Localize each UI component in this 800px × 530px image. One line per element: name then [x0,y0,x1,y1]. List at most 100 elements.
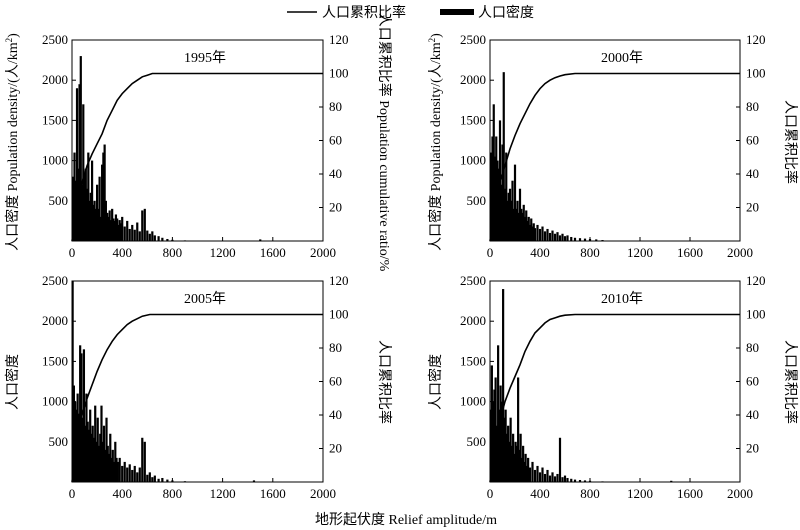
density-bar [583,480,587,482]
density-bar [492,104,495,241]
density-bar [90,160,94,241]
density-bar [516,200,519,241]
density-bar [556,232,559,241]
density-bar [136,222,139,241]
density-bar [146,230,149,241]
density-bar [105,417,108,482]
density-bar [548,232,552,241]
density-bar [495,425,498,482]
y-right-tick-label: 100 [746,307,766,322]
density-bar [505,433,508,482]
x-tick-label: 800 [163,486,183,501]
chart-panel: 2010年 0 400 800 1200 1600 2000 500 1000 1500 2000 2… [460,273,766,501]
density-bar [520,457,523,482]
density-bar [494,377,497,482]
density-bar [566,477,569,482]
density-bar [146,474,149,482]
density-bar [570,478,573,482]
density-bar [153,235,156,241]
x-tick-label: 800 [163,245,183,260]
y-left-tick-label: 1000 [42,153,68,168]
density-bar [528,224,532,241]
density-bar [75,88,79,242]
density-bar [518,188,522,241]
cumulative-line [489,313,740,483]
density-bar [512,208,515,241]
density-bar [118,457,121,482]
density-bar [558,235,562,241]
density-bar [133,229,136,241]
density-bar [85,393,88,482]
y-right-tick-label: 120 [329,273,349,288]
y-right-axis-title-top: 人口累积比率 Population cumulative ratio/% [376,13,393,272]
density-bar [102,152,105,241]
plot-frame [489,39,741,242]
y-right-tick-label: 40 [746,407,759,422]
y-left-axis-title-top: 人口密度 Population density/(人/km2) [4,33,21,251]
y-left-tick-label: 1000 [460,153,486,168]
x-tick-label: 400 [530,245,550,260]
density-bar [563,236,567,241]
density-bar [546,228,549,241]
x-tick-label: 1600 [677,486,703,501]
density-bar [89,409,92,482]
density-bar [77,413,81,482]
density-bar [551,230,554,241]
density-bar [521,212,524,241]
y-left-tick-label: 2500 [42,32,68,47]
density-bar [82,349,86,482]
density-bar [143,208,146,241]
legend-bar-label: 人口密度 [478,4,534,21]
x-axis-title: 地形起伏度 Relief amplitude/m [315,512,497,528]
density-bar [112,218,115,241]
density-bar [497,345,500,482]
density-bar [90,433,93,482]
y-right-tick-label: 120 [329,32,349,47]
density-bar [515,208,518,241]
density-bar [97,208,100,241]
density-bar [161,477,164,482]
density-bar [126,467,129,482]
density-bar [522,445,525,482]
plot-frame [489,280,741,483]
density-bar [512,433,515,482]
density-bar [82,104,85,241]
panel-title: 2005年 [184,291,226,307]
density-bar [558,437,562,482]
y-left-tick-label: 500 [49,193,69,208]
density-bar [93,200,96,241]
y-right-tick-label: 60 [329,374,342,389]
density-bar [72,385,75,482]
x-tick-label: 1600 [677,245,703,260]
density-bar [84,425,87,482]
y-left-tick-label: 1500 [42,112,68,127]
density-bar [131,224,134,241]
density-bar [143,441,146,482]
density-bar [503,417,506,482]
y-right-axis-title-right-top: 人口累积比率 [782,100,799,184]
density-bar [500,401,503,482]
density-bar [543,473,547,482]
density-bar [138,467,141,482]
x-tick-label: 2000 [727,486,753,501]
density-bar [517,212,520,241]
y-left-tick-label: 1500 [42,353,68,368]
x-tick-label: 0 [69,245,76,260]
x-tick-label: 2000 [310,245,336,260]
density-bar [533,469,537,482]
density-bar [79,56,82,241]
density-bar [166,479,169,482]
density-bar [89,192,92,241]
density-bar [196,240,199,242]
density-bar [92,437,96,482]
density-bar [517,377,520,482]
density-bar [527,216,530,241]
density-bar [111,449,114,482]
density-bar [104,200,107,241]
density-bar [601,481,604,482]
density-bar [556,473,559,482]
density-bar [543,231,547,241]
y-left-tick-label: 2000 [42,313,68,328]
